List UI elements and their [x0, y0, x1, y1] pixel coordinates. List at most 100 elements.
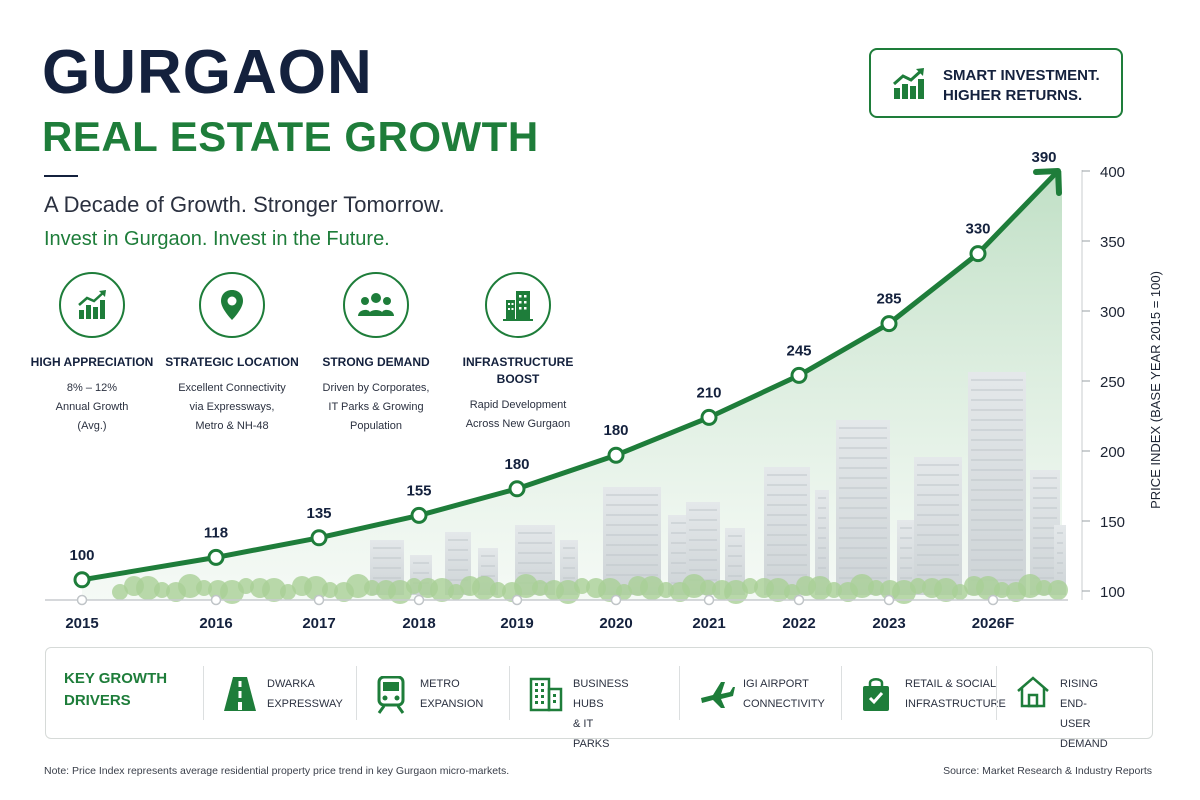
tree-shape — [154, 582, 170, 598]
data-label: 180 — [504, 456, 529, 473]
tree-shape — [766, 578, 790, 602]
data-points — [73, 245, 987, 589]
x-tick-mark — [987, 594, 999, 606]
data-point — [310, 529, 328, 547]
tree-shape — [262, 578, 286, 602]
y-axis-ticks: 100 150 200 250 300 350 400 — [1082, 164, 1125, 601]
price-index-chart: 100 150 200 250 300 350 400 PRICE INDEX (BASE … — [45, 149, 1163, 632]
x-tick-label: 2019 — [500, 615, 533, 632]
data-label: 390 — [1031, 149, 1056, 166]
tree-shape — [1036, 580, 1052, 596]
office-building-icon — [529, 677, 563, 712]
tree-shape — [178, 574, 202, 598]
x-tick-label: 2023 — [872, 615, 905, 632]
building-shape — [668, 515, 690, 595]
feature-title: STRONG DEMAND — [322, 355, 430, 369]
y-tick-label: 300 — [1100, 304, 1125, 321]
feature-desc: Excellent Connectivity via Expressways, … — [178, 382, 286, 432]
data-label: 155 — [406, 482, 431, 499]
location-pin-icon — [221, 290, 243, 320]
data-label: 285 — [876, 291, 901, 308]
feature-desc: 8% – 12% Annual Growth (Avg.) — [55, 382, 129, 432]
tree-shape — [136, 576, 160, 600]
data-point — [508, 480, 526, 498]
data-label: 100 — [69, 547, 94, 564]
tree-shape — [1048, 580, 1068, 600]
data-labels: 100 118 135 155 180 180 210 245 285 330 390 — [69, 149, 1056, 564]
tree-shape — [682, 574, 706, 598]
footer-source: Source: Market Research & Industry Repor… — [943, 765, 1152, 777]
tree-shape — [514, 574, 538, 598]
x-tick-label: 2015 — [65, 615, 98, 632]
tree-shape — [850, 574, 874, 598]
metro-train-icon — [377, 676, 405, 714]
shopping-bag-icon — [863, 678, 889, 711]
data-label: 118 — [204, 524, 228, 541]
data-point — [969, 245, 987, 263]
tree-shape — [430, 578, 454, 602]
tree-shape — [1018, 574, 1042, 598]
tree-shape — [322, 582, 338, 598]
y-tick-label: 400 — [1100, 164, 1125, 181]
x-tick-mark — [610, 594, 622, 606]
data-label: 180 — [603, 422, 628, 439]
buildings-icon — [503, 291, 533, 321]
feature-desc: Driven by Corporates, IT Parks & Growing… — [322, 382, 430, 432]
data-point — [410, 506, 428, 524]
title-divider — [44, 175, 78, 177]
badge-line-1: SMART INVESTMENT. — [943, 67, 1100, 84]
building-shape — [968, 372, 1026, 595]
tree-shape — [616, 584, 632, 600]
building-shape — [914, 457, 962, 595]
x-tick-mark — [413, 594, 425, 606]
tree-shape — [658, 582, 674, 598]
page-title: GURGAON — [42, 38, 373, 107]
feature-title: INFRASTRUCTURE BOOST — [462, 355, 574, 386]
tree-shape — [808, 576, 832, 600]
tree-shape — [934, 578, 958, 602]
x-tick-mark — [703, 594, 715, 606]
tree-shape — [448, 584, 464, 600]
x-tick-mark — [313, 594, 325, 606]
page-subtitle: REAL ESTATE GROWTH — [42, 113, 539, 160]
tree-shape — [364, 580, 380, 596]
tree-shape — [304, 576, 328, 600]
tree-shape — [574, 578, 590, 594]
feature-title: HIGH APPRECIATION — [30, 355, 154, 369]
tree-shape — [742, 578, 758, 594]
city-skyline-illustration — [370, 372, 1066, 595]
bar-chart-arrow-icon — [893, 68, 924, 99]
y-tick-label: 250 — [1100, 374, 1125, 391]
y-tick-label: 150 — [1100, 514, 1125, 531]
tree-shape — [640, 576, 664, 600]
drivers-title: KEY GROWTH DRIVERS — [64, 670, 168, 709]
data-point — [880, 315, 898, 333]
tree-shape — [472, 576, 496, 600]
data-point — [207, 548, 225, 566]
badge-line-2: HIGHER RETURNS. — [943, 87, 1083, 104]
feature-title: STRATEGIC LOCATION — [165, 355, 299, 369]
tree-shape — [112, 584, 128, 600]
x-tick-mark — [793, 594, 805, 606]
x-tick-label: 2022 — [782, 615, 815, 632]
building-shape — [815, 490, 829, 595]
tagline: A Decade of Growth. Stronger Tomorrow. — [44, 192, 445, 217]
data-label: 245 — [786, 342, 811, 359]
key-growth-drivers-panel: KEY GROWTH DRIVERS DWARKA EXPRESSWAY MET… — [45, 647, 1153, 750]
x-tick-label: 2020 — [599, 615, 632, 632]
x-tick-label: 2017 — [302, 615, 335, 632]
investment-badge: SMART INVESTMENT. HIGHER RETURNS. — [869, 48, 1123, 118]
x-tick-label: 2018 — [402, 615, 435, 632]
tree-shape — [868, 580, 884, 596]
tree-shape — [532, 580, 548, 596]
data-label: 210 — [696, 384, 721, 401]
y-tick-label: 350 — [1100, 234, 1125, 251]
tree-shape — [490, 582, 506, 598]
x-tick-label: 2021 — [692, 615, 725, 632]
data-point — [73, 571, 91, 589]
tree-shape — [280, 584, 296, 600]
y-tick-label: 100 — [1100, 584, 1125, 601]
tree-shape — [826, 582, 842, 598]
building-shape — [764, 467, 810, 595]
y-axis-label: PRICE INDEX (BASE YEAR 2015 = 100) — [1148, 271, 1163, 509]
